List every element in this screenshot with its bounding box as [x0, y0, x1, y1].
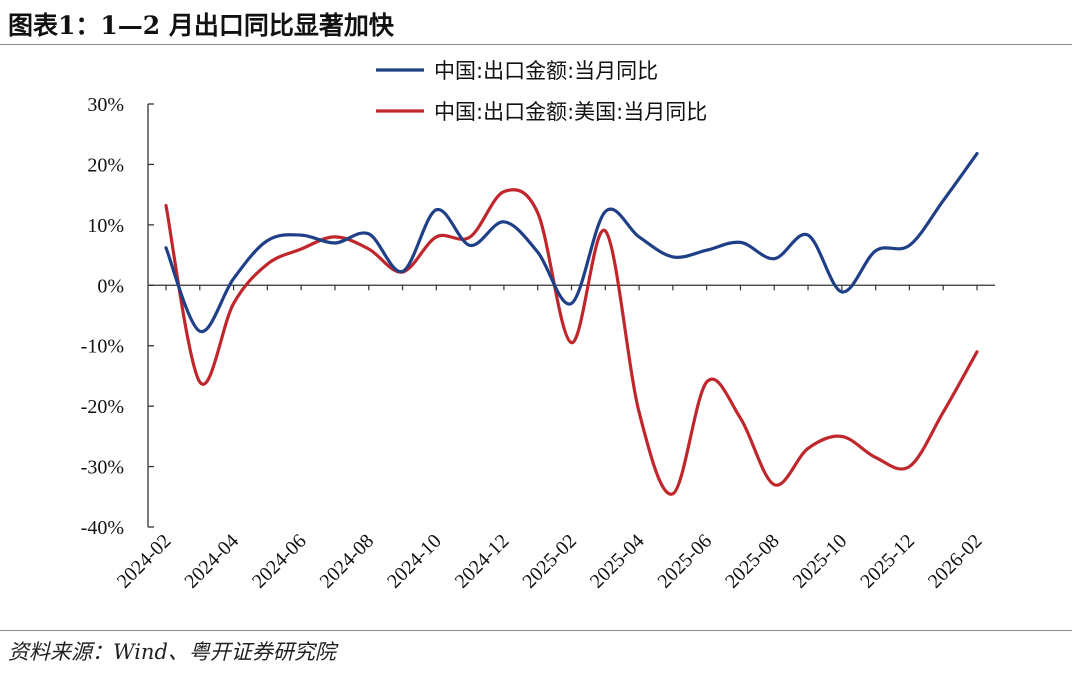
x-tick-label: 2024-12 [451, 530, 514, 593]
y-tick-label: 0% [97, 275, 124, 297]
legend-label: 中国:出口金额:当月同比 [434, 59, 658, 83]
y-tick-label: 30% [87, 94, 124, 116]
x-tick-label: 2024-10 [383, 530, 446, 593]
y-tick-label: 20% [87, 154, 124, 176]
figure-title: 图表1：1—2 月出口同比显著加快 [8, 11, 394, 40]
y-tick-label: -30% [81, 457, 124, 479]
x-tick-label: 2024-08 [316, 530, 379, 593]
x-tick-label: 2024-04 [180, 530, 243, 593]
x-tick-label: 2024-02 [113, 530, 176, 593]
series-layer [164, 152, 979, 496]
y-tick-label: 10% [87, 215, 124, 237]
x-tick-label: 2025-04 [586, 530, 649, 593]
y-tick-label: -20% [81, 396, 124, 418]
x-tick-label: 2025-08 [721, 530, 784, 593]
legend-label: 中国:出口金额:美国:当月同比 [434, 100, 707, 124]
x-tick-label: 2026-02 [924, 530, 987, 593]
series-line-us [164, 188, 979, 496]
source-rule [0, 630, 1072, 631]
x-axis: 2024-02 2024-04 2024-06 2024-08 2024-10 2024-… [113, 284, 995, 593]
x-tick-label: 2024-06 [248, 530, 311, 593]
x-tick-label: 2025-10 [789, 530, 852, 593]
series-line-total [164, 152, 979, 333]
y-tick-label: -40% [81, 517, 124, 539]
source-note: 资料来源：Wind、粤开证券研究院 [8, 640, 336, 664]
x-tick-label: 2025-02 [518, 530, 581, 593]
x-tick-label: 2025-06 [654, 530, 717, 593]
y-axis: 30% 20% 10% 0% -10% -20% -30% -40% [81, 94, 154, 539]
title-rule [0, 44, 1072, 45]
y-tick-label: -10% [81, 336, 124, 358]
x-tick-label: 2025-12 [856, 530, 919, 593]
